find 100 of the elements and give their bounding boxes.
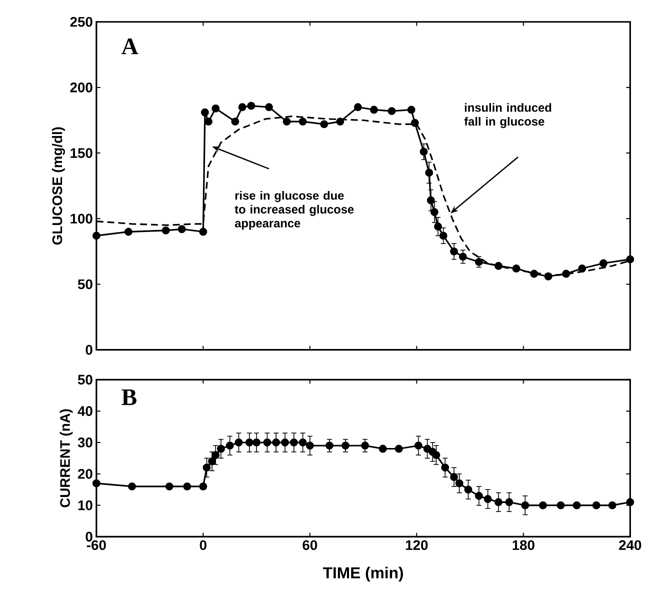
annotation: insulin induced fall in glucose	[464, 102, 552, 128]
x-tick-label: -60	[86, 540, 106, 550]
point	[326, 442, 334, 450]
point	[388, 106, 396, 115]
point	[216, 444, 225, 453]
point	[441, 463, 450, 472]
point	[494, 262, 502, 270]
point	[238, 103, 246, 111]
point	[272, 438, 280, 446]
point	[92, 479, 100, 488]
y-tick-label: 100	[70, 214, 92, 224]
point	[512, 264, 520, 272]
point	[626, 255, 634, 264]
y-axis-title: GLUCOSE (mg/dl)	[52, 127, 65, 244]
point	[410, 118, 419, 127]
y-tick-label: 20	[78, 468, 92, 479]
point	[290, 438, 298, 446]
y-tick-label: 150	[70, 148, 92, 158]
y-tick-label: 0	[86, 532, 92, 542]
x-axis-title: TIME (min)	[322, 566, 403, 582]
point	[439, 232, 448, 240]
x-tick-label: 240	[619, 540, 642, 550]
y-tick-label: 40	[78, 406, 92, 416]
point	[204, 117, 212, 126]
point	[544, 272, 552, 280]
point	[200, 108, 209, 116]
point	[556, 501, 565, 510]
point	[425, 168, 434, 177]
point	[562, 270, 570, 278]
point	[394, 444, 403, 453]
point	[199, 482, 208, 490]
y-tick-label: 250	[70, 16, 92, 27]
point	[165, 482, 174, 490]
point	[234, 438, 243, 446]
point	[282, 117, 291, 126]
point	[336, 117, 344, 126]
point	[578, 264, 586, 272]
point	[626, 498, 634, 506]
y-tick-label: 10	[78, 500, 92, 510]
y-tick-label: 0	[86, 344, 92, 355]
point	[361, 442, 370, 450]
point	[455, 479, 464, 488]
point	[306, 442, 314, 450]
point	[450, 472, 458, 481]
point	[505, 498, 514, 506]
point	[484, 494, 492, 503]
x-tick-label: 180	[512, 540, 534, 550]
point	[212, 104, 220, 112]
point	[458, 252, 467, 261]
point	[226, 442, 234, 450]
point	[231, 117, 240, 126]
point	[378, 444, 387, 453]
point	[183, 482, 192, 490]
y-tick-label: 200	[70, 82, 92, 92]
point	[298, 117, 307, 126]
point	[592, 501, 600, 510]
point	[538, 501, 547, 510]
y-tick-label: 50	[78, 279, 92, 290]
point	[494, 498, 502, 506]
point	[426, 196, 435, 204]
point	[432, 450, 440, 459]
y-tick-label: 50	[78, 374, 92, 384]
point	[420, 148, 428, 156]
point	[247, 102, 256, 110]
point	[298, 438, 307, 446]
point	[245, 438, 254, 446]
point	[281, 438, 289, 446]
point	[354, 103, 362, 111]
point	[414, 442, 422, 450]
annotation: A	[121, 38, 138, 54]
point	[199, 228, 208, 236]
point	[265, 103, 273, 111]
point	[212, 450, 220, 459]
annotation: rise in glucose due to increased glucose appearance	[234, 190, 354, 230]
point	[521, 501, 530, 510]
point	[464, 485, 472, 494]
point	[342, 442, 350, 450]
point	[252, 438, 261, 446]
point	[92, 232, 100, 240]
point	[128, 482, 136, 490]
y-tick-label: 30	[78, 437, 92, 448]
x-tick-label: 0	[200, 540, 206, 550]
point	[178, 225, 186, 233]
point	[572, 501, 581, 510]
point	[370, 106, 378, 114]
point	[263, 438, 272, 446]
point	[474, 492, 483, 500]
annotation: B	[122, 389, 136, 405]
point	[320, 120, 328, 128]
point	[407, 106, 416, 114]
x-tick-label: 120	[406, 540, 428, 550]
point	[162, 226, 170, 234]
point	[434, 222, 442, 230]
y-axis-title: CURRENT (nA)	[60, 409, 73, 508]
point	[202, 463, 211, 472]
point	[124, 228, 132, 236]
point	[530, 270, 538, 278]
point	[599, 259, 608, 268]
x-tick-label: 60	[302, 540, 318, 550]
point	[450, 247, 458, 256]
